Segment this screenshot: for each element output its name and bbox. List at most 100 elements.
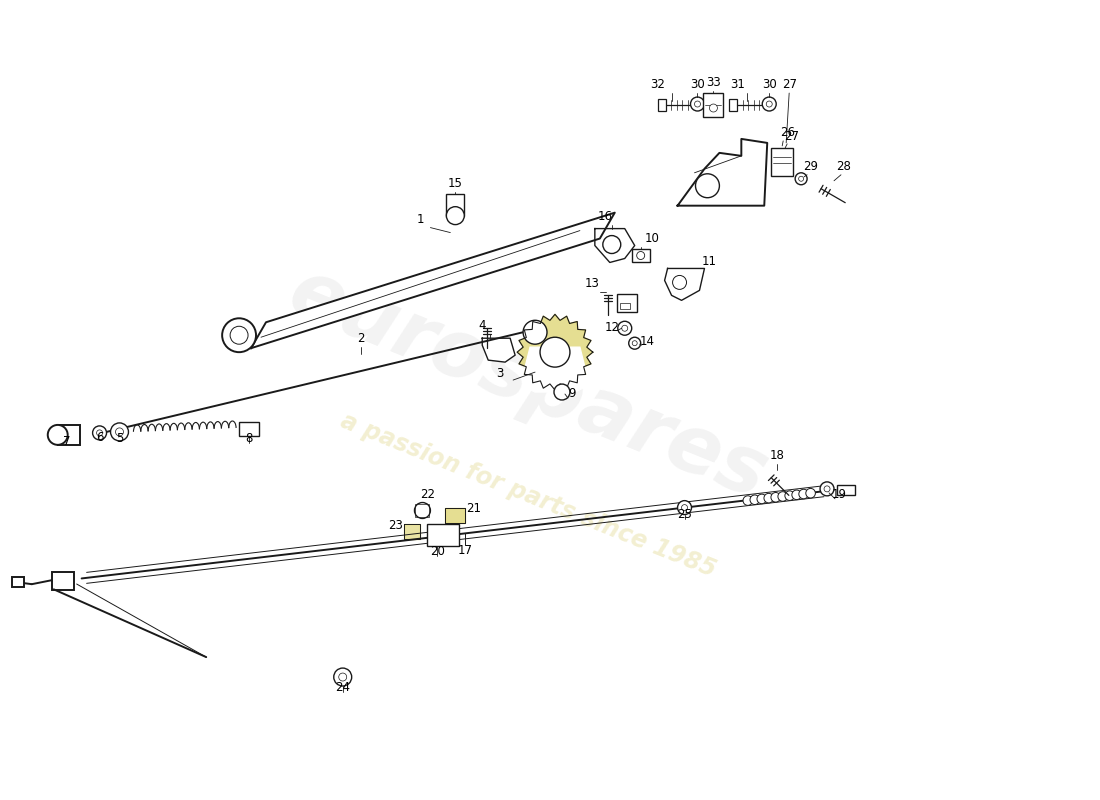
Polygon shape (251, 213, 615, 348)
Text: 22: 22 (420, 487, 434, 501)
Text: 15: 15 (448, 177, 463, 190)
Bar (658, 99, 666, 111)
Circle shape (757, 494, 767, 504)
Circle shape (554, 384, 570, 400)
Circle shape (618, 322, 631, 335)
Circle shape (682, 505, 688, 510)
Text: eurospares: eurospares (277, 253, 779, 515)
Text: 12: 12 (604, 322, 619, 334)
Circle shape (691, 97, 704, 111)
Bar (729, 99, 737, 111)
Circle shape (97, 430, 102, 436)
Text: 9: 9 (569, 387, 575, 400)
Circle shape (672, 275, 686, 290)
Text: 25: 25 (678, 507, 692, 521)
Circle shape (110, 423, 129, 441)
Circle shape (47, 425, 68, 445)
Bar (837, 485, 855, 494)
Text: 3: 3 (496, 367, 504, 380)
Text: 20: 20 (430, 545, 444, 558)
Bar (52, 572, 74, 590)
Text: 32: 32 (650, 78, 666, 91)
Bar (631, 249, 650, 262)
Circle shape (415, 502, 430, 518)
Circle shape (767, 101, 772, 107)
Text: a passion for parts since 1985: a passion for parts since 1985 (337, 409, 719, 582)
Text: 19: 19 (832, 488, 847, 501)
Circle shape (778, 492, 788, 502)
Text: 26: 26 (780, 126, 794, 139)
Circle shape (447, 206, 464, 225)
Text: 2: 2 (356, 332, 364, 345)
Text: 14: 14 (640, 335, 656, 348)
Circle shape (792, 490, 802, 500)
Circle shape (637, 251, 645, 259)
Text: 23: 23 (388, 519, 403, 532)
Circle shape (92, 426, 107, 440)
Text: 11: 11 (702, 255, 717, 269)
Text: 31: 31 (730, 78, 745, 91)
Circle shape (540, 338, 570, 367)
Text: 17: 17 (458, 544, 473, 558)
Circle shape (333, 668, 352, 686)
Bar (57, 425, 79, 445)
Bar (704, 93, 724, 117)
Text: 5: 5 (116, 432, 123, 445)
Circle shape (824, 486, 830, 492)
Text: 18: 18 (770, 449, 784, 462)
Circle shape (116, 428, 123, 436)
Polygon shape (664, 269, 704, 300)
Bar (239, 422, 258, 436)
Polygon shape (525, 347, 585, 392)
Polygon shape (595, 229, 635, 262)
Circle shape (710, 104, 717, 112)
Text: 16: 16 (597, 210, 613, 222)
Circle shape (629, 338, 640, 349)
Text: 7: 7 (63, 435, 70, 448)
Circle shape (678, 501, 692, 514)
Circle shape (785, 491, 794, 501)
Text: 33: 33 (706, 76, 721, 89)
Bar (771, 148, 793, 176)
Text: 4: 4 (478, 319, 486, 332)
Circle shape (695, 174, 719, 198)
Bar (617, 294, 637, 312)
Text: 29: 29 (804, 160, 818, 173)
Text: 28: 28 (836, 160, 851, 173)
Text: 24: 24 (336, 681, 350, 694)
Circle shape (750, 495, 760, 505)
Bar (416, 503, 429, 518)
Bar (12, 578, 24, 587)
Circle shape (339, 673, 346, 681)
Polygon shape (404, 524, 420, 539)
Text: 13: 13 (584, 278, 600, 290)
Text: 30: 30 (762, 78, 777, 91)
Text: 21: 21 (465, 502, 481, 514)
Circle shape (694, 101, 701, 107)
Polygon shape (678, 139, 767, 206)
Circle shape (771, 493, 781, 502)
Circle shape (222, 318, 256, 352)
Polygon shape (446, 508, 465, 522)
Polygon shape (517, 314, 593, 390)
Text: 6: 6 (96, 431, 103, 444)
Circle shape (603, 235, 620, 254)
Bar (447, 194, 464, 216)
Circle shape (806, 489, 815, 498)
Circle shape (821, 482, 834, 496)
Text: 10: 10 (645, 231, 659, 245)
Circle shape (799, 490, 808, 499)
Circle shape (632, 341, 637, 346)
Text: 27: 27 (783, 130, 799, 143)
Circle shape (742, 496, 752, 506)
Polygon shape (482, 338, 515, 362)
Bar (619, 303, 629, 310)
Circle shape (230, 326, 249, 344)
Circle shape (762, 97, 777, 111)
Text: 27: 27 (782, 78, 796, 91)
Bar (428, 524, 460, 546)
Text: 1: 1 (417, 213, 425, 226)
Circle shape (795, 173, 807, 185)
Text: 30: 30 (690, 78, 705, 91)
Circle shape (524, 320, 547, 344)
